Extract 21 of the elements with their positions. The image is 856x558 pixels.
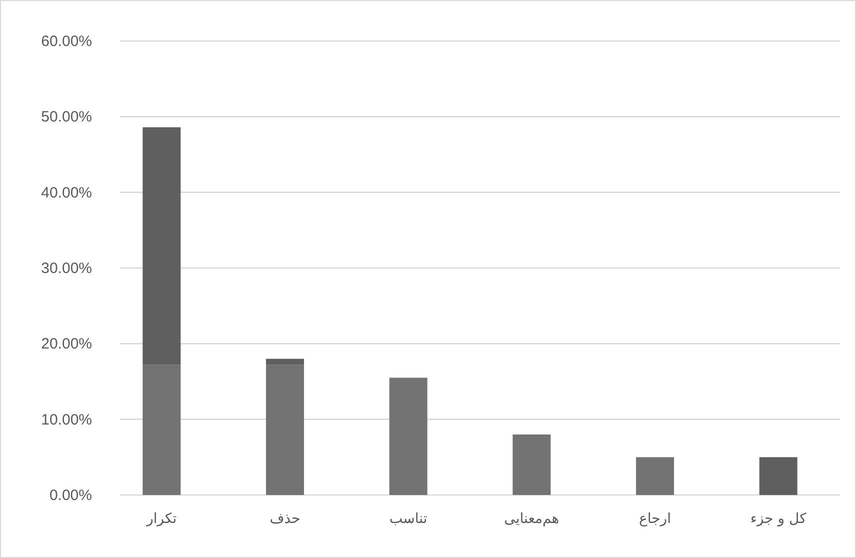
bar (266, 358, 304, 365)
x-tick-label: ارجاع (639, 511, 671, 527)
x-tick-label: تکرار (146, 511, 177, 527)
y-tick-label: 0.00% (49, 487, 92, 504)
bar (512, 434, 551, 495)
bar (759, 457, 798, 495)
x-tick-label: حذف (270, 511, 300, 527)
bar (389, 378, 428, 495)
y-tick-label: 60.00% (41, 33, 92, 50)
y-tick-label: 30.00% (41, 260, 92, 277)
x-tick-label: تناسب (389, 511, 428, 527)
y-tick-label: 20.00% (41, 336, 92, 353)
x-tick-label: هم‌معنایی (504, 511, 560, 527)
y-tick-label: 40.00% (41, 184, 92, 202)
bar (142, 127, 181, 365)
x-tick-label: کل و جزء (750, 511, 807, 527)
y-tick-label: 50.00% (41, 108, 92, 126)
y-tick-label: 10.00% (41, 411, 92, 428)
bar (142, 364, 181, 495)
bar (266, 364, 304, 495)
bar (636, 457, 674, 495)
